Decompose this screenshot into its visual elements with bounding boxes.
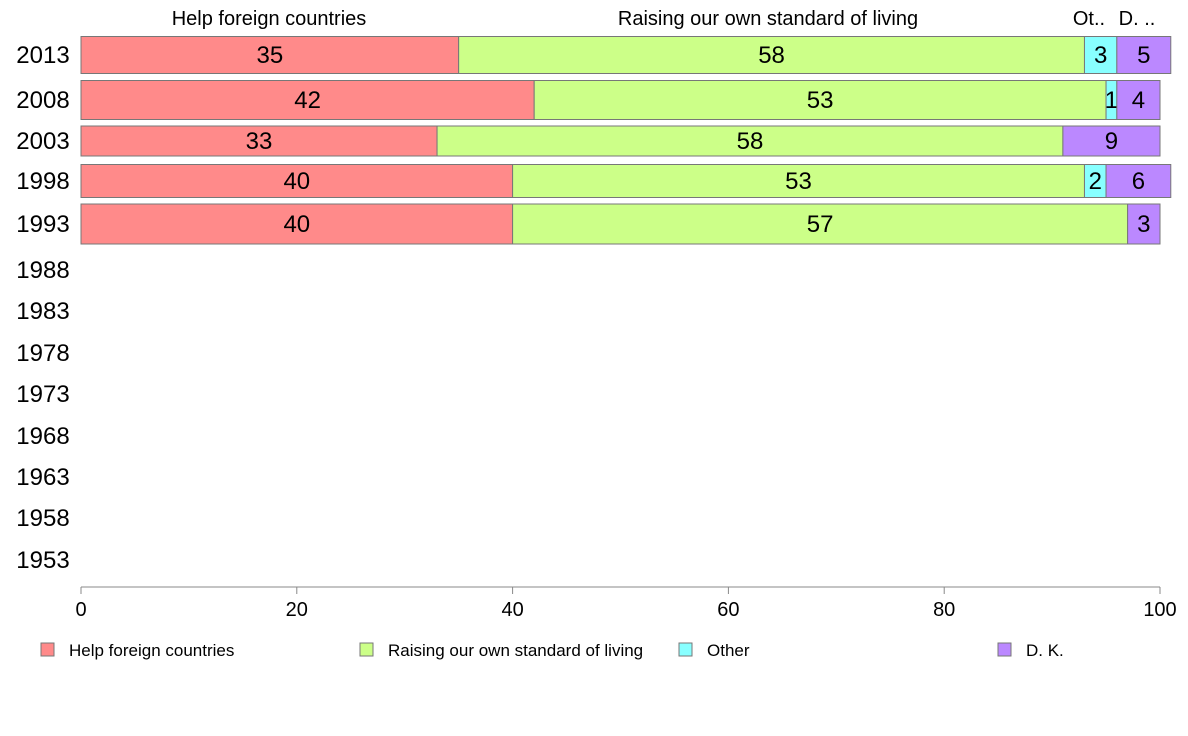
bar-value-label: 9	[1105, 128, 1118, 155]
x-tick-label: 60	[717, 599, 739, 621]
year-label-1983: 1983	[16, 298, 69, 325]
bar-value-label: 40	[283, 211, 310, 238]
bar-value-label: 42	[294, 87, 321, 114]
bar-segment-2008-3	[1116, 80, 1161, 120]
bar-value-label: 6	[1132, 168, 1145, 195]
bar-value-label: 5	[1137, 42, 1150, 69]
bar-value-label: 33	[246, 128, 273, 155]
bar-segment-2003-3	[1062, 125, 1161, 157]
year-label-1978: 1978	[16, 340, 69, 367]
year-label-1973: 1973	[16, 381, 69, 408]
bar-segment-1998-0	[80, 164, 514, 198]
year-label-1998: 1998	[16, 168, 69, 195]
legend-label-0: Help foreign countries	[69, 641, 234, 660]
year-label-1963: 1963	[16, 464, 69, 491]
bars-group: 35 58 3 542 53 1 433 58 940 53 2 640 57 3	[80, 36, 1172, 245]
bar-segment-1998-3	[1105, 164, 1172, 198]
bar-segment-2008-1	[533, 80, 1107, 120]
year-label-1958: 1958	[16, 505, 69, 532]
bar-segment-1998-1	[512, 164, 1085, 198]
legend-swatch-3	[997, 642, 1012, 657]
bar-value-label: 35	[256, 42, 283, 69]
year-label-1988: 1988	[16, 257, 69, 284]
legend-label-2: Other	[707, 641, 750, 660]
x-axis: 0 20 40 60 80 100	[75, 586, 1177, 621]
year-label-2003: 2003	[16, 128, 69, 155]
year-label-1968: 1968	[16, 423, 69, 450]
year-label-2008: 2008	[16, 87, 69, 114]
bar-value-label: 58	[737, 128, 764, 155]
bar-segment-1993-1	[512, 203, 1129, 245]
bar-segment-2013-0	[80, 36, 460, 74]
x-tick-label: 100	[1143, 599, 1176, 621]
bar-segment-2013-3	[1116, 36, 1172, 74]
column-header-dk: D. ..	[1119, 8, 1156, 30]
bar-value-label: 4	[1132, 87, 1145, 114]
legend-label-1: Raising our own standard of living	[388, 641, 643, 660]
column-header-help-foreign: Help foreign countries	[172, 8, 367, 30]
bar-value-label: 1	[1105, 87, 1118, 114]
bar-value-label: 3	[1094, 42, 1107, 69]
x-tick-label: 0	[75, 599, 86, 621]
year-label-1953: 1953	[16, 547, 69, 574]
bar-value-label: 53	[807, 87, 834, 114]
year-labels: 2013 2008 2003 1998 1993 1988 1983 1978 1973 1968…	[16, 42, 69, 574]
x-tick-label: 20	[286, 599, 308, 621]
year-label-1993: 1993	[16, 211, 69, 238]
column-headers: Help foreign countries Raising our own s…	[172, 8, 1156, 30]
bar-segment-2013-1	[458, 36, 1085, 74]
bar-segment-2008-0	[80, 80, 535, 120]
x-tick-label: 80	[933, 599, 955, 621]
bar-value-label: 57	[807, 211, 834, 238]
column-header-raising-standard: Raising our own standard of living	[618, 8, 918, 30]
bar-value-label: 2	[1089, 168, 1102, 195]
legend-swatch-0	[40, 642, 55, 657]
legend-swatch-1	[359, 642, 374, 657]
bar-value-label: 3	[1137, 211, 1150, 238]
bar-segment-1993-0	[80, 203, 514, 245]
column-header-other: Ot..	[1073, 8, 1105, 30]
bar-value-label: 40	[283, 168, 310, 195]
x-tick-label: 40	[501, 599, 523, 621]
bar-segment-2013-2	[1083, 36, 1118, 74]
year-label-2013: 2013	[16, 42, 69, 69]
bar-value-label: 58	[758, 42, 785, 69]
bar-segment-2003-1	[436, 125, 1064, 157]
bar-segment-1993-3	[1127, 203, 1161, 245]
legend-swatch-2	[678, 642, 693, 657]
bar-value-label: 53	[785, 168, 812, 195]
legend: Help foreign countries Raising our own st…	[40, 641, 1064, 660]
legend-label-3: D. K.	[1026, 641, 1064, 660]
bar-segment-2003-0	[80, 125, 438, 157]
